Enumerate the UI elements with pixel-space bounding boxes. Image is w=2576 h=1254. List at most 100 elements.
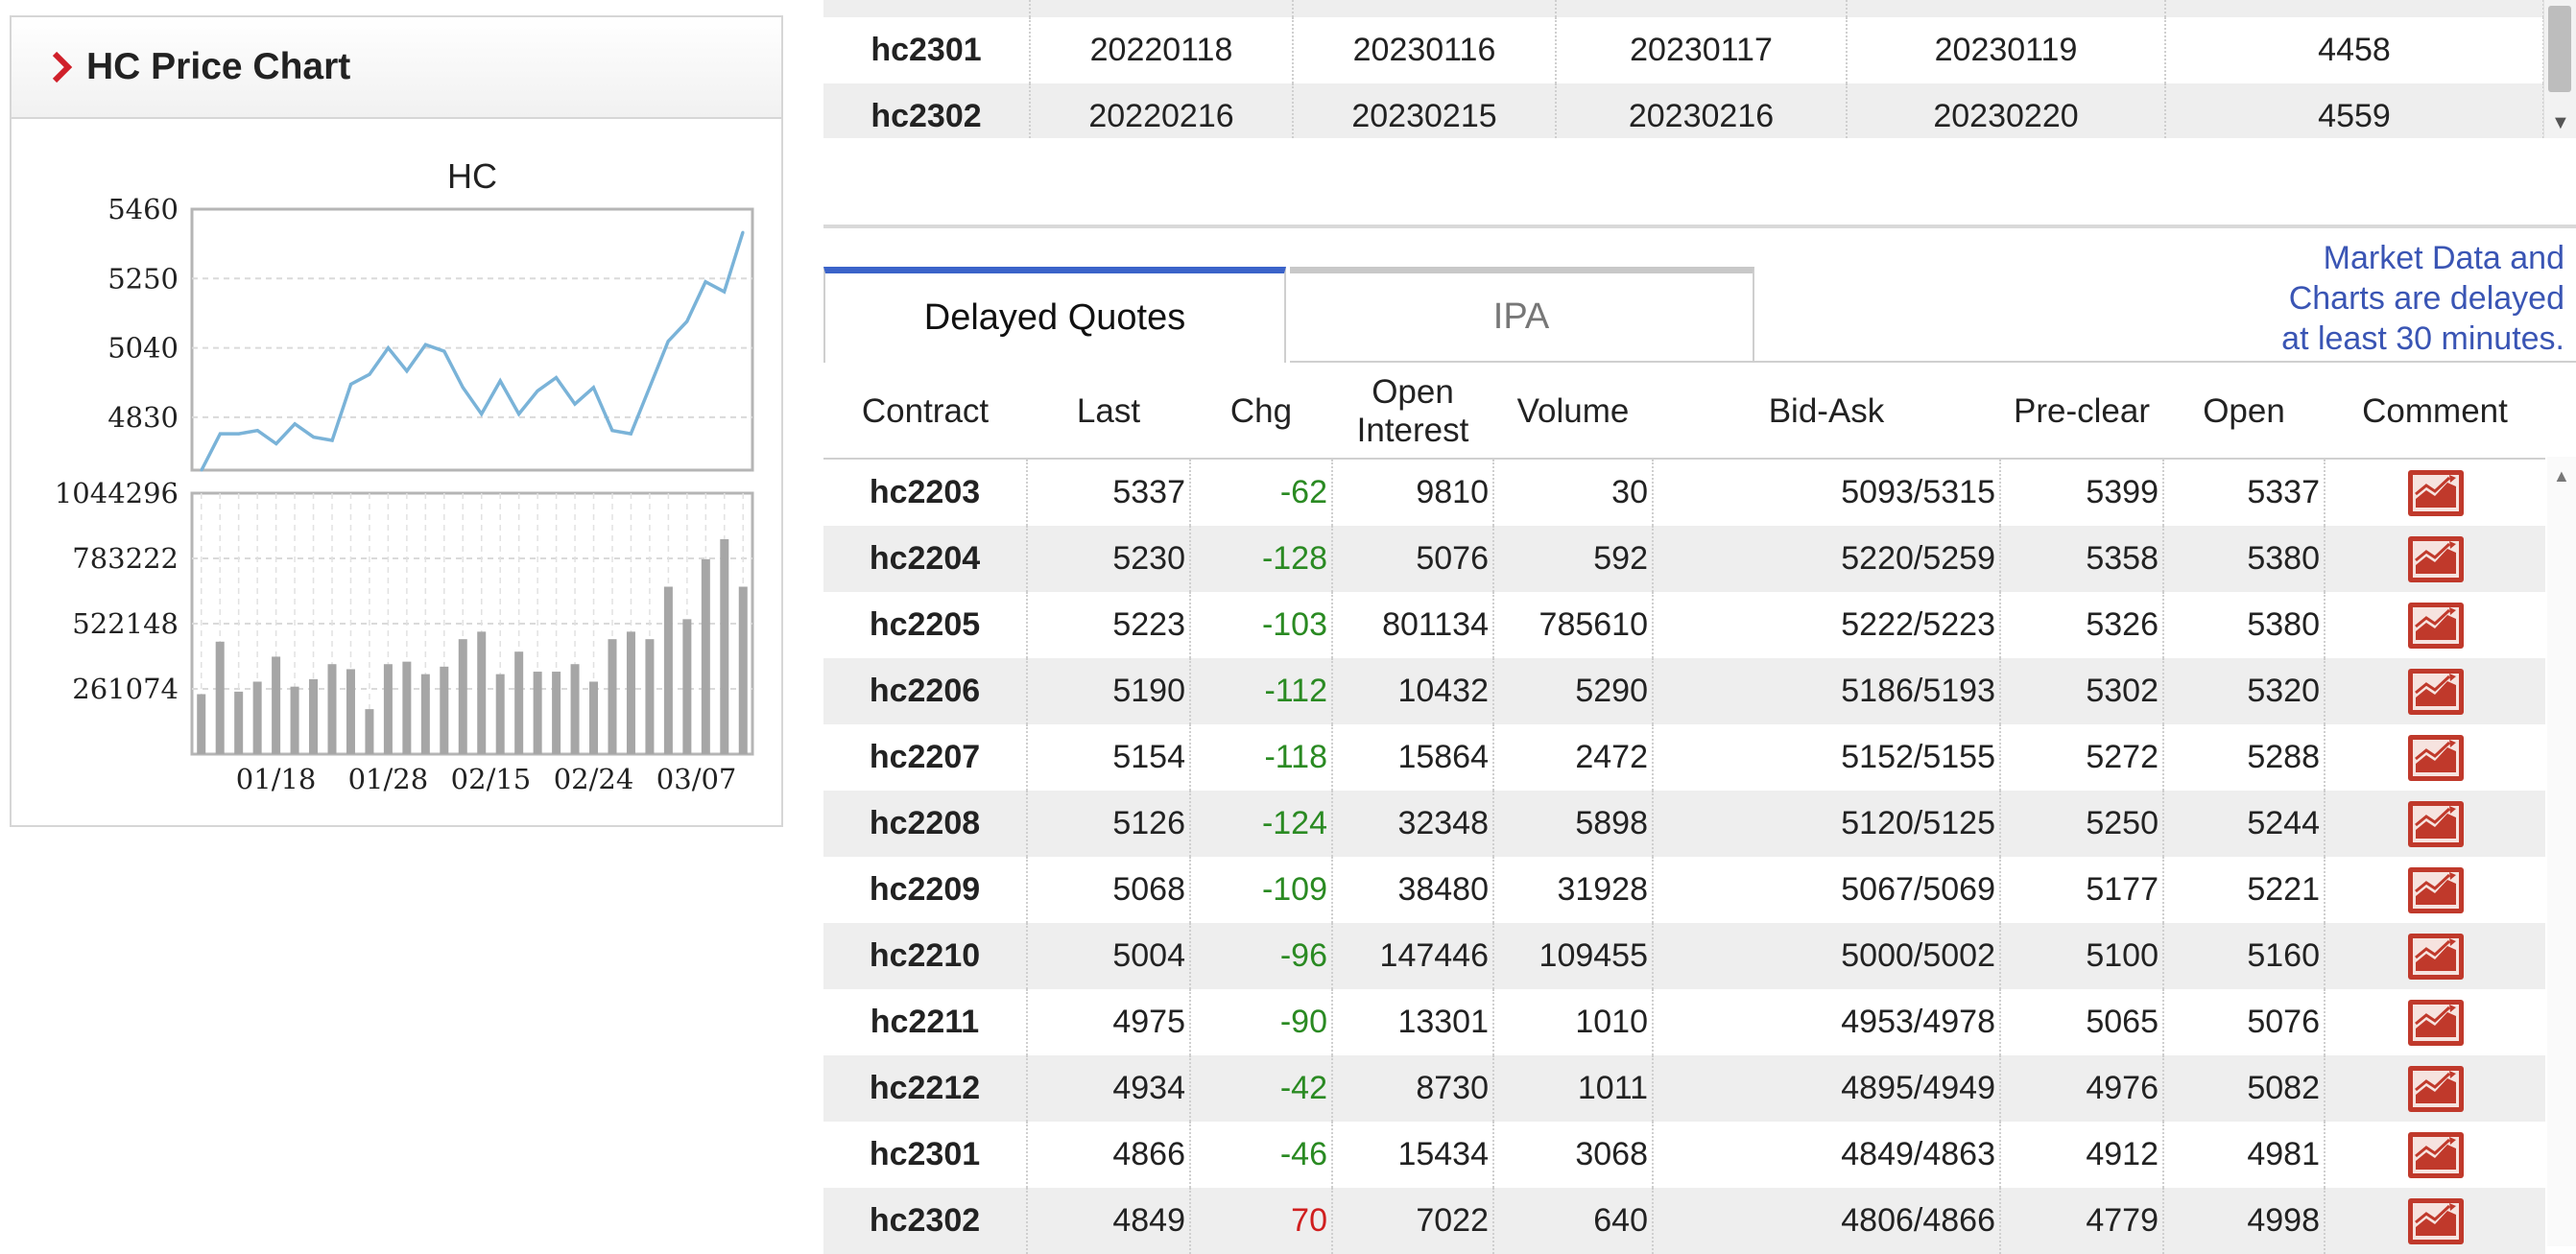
table-row: hc2203 5337 -62 9810 30 5093/5315 5399 5…	[823, 459, 2545, 526]
change-cell: -96	[1190, 923, 1333, 989]
change-cell: -42	[1190, 1055, 1333, 1122]
chart-link-icon[interactable]	[2407, 866, 2465, 914]
price-point	[666, 340, 670, 343]
chart-link-icon[interactable]	[2407, 1065, 2465, 1113]
volume-bar	[272, 656, 281, 754]
volume-bar	[402, 661, 412, 754]
col-header-chg[interactable]: Chg	[1190, 365, 1332, 460]
pre-clear-cell: 5065	[2000, 989, 2164, 1055]
contract-cell[interactable]: hc2209	[823, 857, 1028, 923]
chart-link-icon[interactable]	[2407, 1131, 2465, 1179]
price-chart-panel: HC Price Chart HC 5460 5250 5040 4830 1044296…	[10, 15, 783, 827]
volume-cell: 1010	[1493, 989, 1654, 1055]
quotes-table-container: Contract Last Chg Open Interest Volume B…	[823, 365, 2545, 1254]
change-cell: -90	[1190, 989, 1333, 1055]
last-cell: 5230	[1027, 526, 1191, 592]
col-header-open-interest[interactable]: Open Interest	[1332, 365, 1493, 460]
price-point	[704, 280, 707, 284]
bid-ask-cell: 5093/5315	[1653, 459, 2001, 526]
price-point	[685, 319, 689, 323]
volume-bar	[458, 639, 467, 754]
chart-link-icon[interactable]	[2407, 668, 2465, 716]
col-header-volume[interactable]: Volume	[1493, 365, 1653, 460]
volume-bar	[608, 639, 617, 754]
col-header-open[interactable]: Open	[2163, 365, 2325, 460]
date-cell: 20220216	[1030, 83, 1294, 138]
open-interest-cell: 9810	[1332, 459, 1494, 526]
chart-link-icon[interactable]	[2407, 800, 2465, 848]
change-cell: -124	[1190, 791, 1333, 857]
contract-cell[interactable]: hc2203	[823, 459, 1028, 526]
comment-cell	[2325, 857, 2545, 923]
chart-link-icon[interactable]	[2407, 933, 2465, 981]
volume-cell: 5290	[1493, 658, 1654, 724]
price-point	[629, 432, 632, 436]
scroll-down-icon[interactable]: ▼	[2551, 112, 2570, 133]
contract-cell[interactable]: hc2212	[823, 1055, 1028, 1122]
scroll-up-icon[interactable]: ▲	[2553, 466, 2570, 485]
last-cell: 4849	[1027, 1188, 1191, 1254]
price-point	[274, 441, 278, 445]
volume-bar	[346, 669, 355, 754]
scrollbar-thumb[interactable]	[2548, 6, 2571, 92]
chart-link-icon[interactable]	[2407, 535, 2465, 583]
chart-link-icon[interactable]	[2407, 602, 2465, 650]
upper-table-scrollbar[interactable]: ▼	[2543, 0, 2576, 138]
price-point	[200, 468, 203, 472]
volume-bar	[645, 639, 655, 754]
quotes-scrollbar[interactable]: ▲	[2547, 457, 2576, 1246]
table-row: hc2205 5223 -103 801134 785610 5222/5223…	[823, 592, 2545, 658]
col-header-last[interactable]: Last	[1027, 365, 1190, 460]
delay-notice: Market Data and Charts are delayed at le…	[2027, 238, 2564, 359]
open-interest-cell: 13301	[1332, 989, 1494, 1055]
col-header-bid-ask[interactable]: Bid-Ask	[1653, 365, 2000, 460]
contract-cell[interactable]: hc2208	[823, 791, 1028, 857]
change-cell: 70	[1190, 1188, 1333, 1254]
comment-cell	[2325, 459, 2545, 526]
tab-ipa[interactable]: IPA	[1290, 267, 1754, 363]
contract-cell[interactable]: hc2206	[823, 658, 1028, 724]
pre-clear-cell: 5100	[2000, 923, 2164, 989]
contract-cell[interactable]: hc2211	[823, 989, 1028, 1055]
contract-dates-table-container: hc2301 20220118 20230116 20230117 202301…	[823, 0, 2576, 138]
open-cell: 4998	[2163, 1188, 2326, 1254]
price-point	[591, 386, 595, 390]
contract-cell[interactable]: hc2302	[823, 1188, 1028, 1254]
delay-notice-line: Market Data and	[2323, 240, 2564, 276]
volume-bar	[701, 558, 710, 754]
chart-link-icon[interactable]	[2407, 469, 2465, 517]
contract-cell[interactable]: hc2205	[823, 592, 1028, 658]
price-line-series	[200, 231, 745, 471]
table-row: hc2208 5126 -124 32348 5898 5120/5125 52…	[823, 791, 2545, 857]
tab-delayed-quotes[interactable]: Delayed Quotes	[823, 267, 1286, 363]
open-interest-cell: 38480	[1332, 857, 1494, 923]
table-row: hc2206 5190 -112 10432 5290 5186/5193 53…	[823, 658, 2545, 724]
col-header-contract[interactable]: Contract	[823, 365, 1027, 460]
price-point	[218, 432, 222, 436]
price-point	[517, 412, 521, 415]
x-tick-label: 02/24	[554, 763, 634, 795]
price-point	[573, 402, 577, 406]
price-point	[536, 389, 539, 392]
chart-link-icon[interactable]	[2407, 999, 2465, 1047]
col-header-label: Open	[1371, 372, 1454, 411]
date-cell: 20230216	[1556, 83, 1848, 138]
open-interest-cell: 10432	[1332, 658, 1494, 724]
volume-bar	[720, 539, 729, 754]
volume-bar	[309, 678, 319, 754]
comment-cell	[2325, 592, 2545, 658]
chart-link-icon[interactable]	[2407, 1197, 2465, 1245]
change-cell: -109	[1190, 857, 1333, 923]
date-cell: 20220118	[1030, 17, 1294, 83]
col-header-pre-clear[interactable]: Pre-clear	[2000, 365, 2163, 460]
contract-cell[interactable]: hc2207	[823, 724, 1028, 791]
contract-cell[interactable]: hc2210	[823, 923, 1028, 989]
volume-bar	[663, 586, 673, 754]
pre-clear-cell: 4779	[2000, 1188, 2164, 1254]
contract-cell[interactable]: hc2301	[823, 1122, 1028, 1188]
contract-cell[interactable]: hc2204	[823, 526, 1028, 592]
x-tick-label: 03/07	[656, 763, 737, 795]
chart-link-icon[interactable]	[2407, 734, 2465, 782]
table-row: hc2212 4934 -42 8730 1011 4895/4949 4976…	[823, 1055, 2545, 1122]
comment-cell	[2325, 724, 2545, 791]
